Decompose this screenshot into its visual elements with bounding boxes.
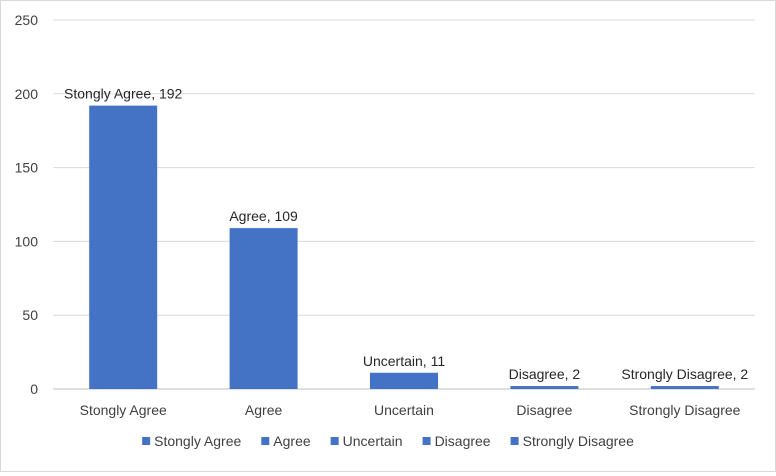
legend-label: Disagree bbox=[435, 433, 491, 449]
gridlines bbox=[53, 19, 755, 390]
legend-item: Disagree bbox=[422, 433, 491, 449]
x-tick-label: Disagree bbox=[516, 402, 572, 418]
legend-label: Strongly Disagree bbox=[523, 433, 634, 449]
data-label: Stongly Agree, 192 bbox=[64, 86, 183, 102]
data-label: Agree, 109 bbox=[229, 208, 298, 224]
y-tick-label: 150 bbox=[15, 160, 39, 176]
legend-swatch bbox=[261, 437, 270, 445]
y-tick-label: 100 bbox=[15, 233, 39, 249]
bars bbox=[89, 105, 719, 389]
x-tick-label: Stongly Agree bbox=[80, 402, 167, 418]
x-tick-label: Uncertain bbox=[374, 402, 434, 418]
legend-item: Strongly Disagree bbox=[510, 433, 634, 449]
legend-label: Uncertain bbox=[343, 433, 403, 449]
x-tick-label: Strongly Disagree bbox=[629, 402, 740, 418]
bar bbox=[89, 105, 158, 389]
legend-item: Uncertain bbox=[330, 433, 403, 449]
bar bbox=[650, 386, 719, 389]
y-tick-label: 200 bbox=[15, 86, 39, 102]
y-axis-ticks: 0 50 100 150 200 250 bbox=[15, 12, 39, 397]
bar bbox=[229, 228, 298, 389]
y-tick-label: 50 bbox=[22, 307, 38, 323]
legend-swatch bbox=[510, 437, 519, 445]
legend-item: Agree bbox=[261, 433, 311, 449]
legend-swatch bbox=[330, 437, 339, 445]
legend: Stongly Agree Agree Uncertain Disagree Stron… bbox=[142, 433, 634, 449]
data-label: Disagree, 2 bbox=[509, 366, 581, 382]
legend-swatch bbox=[422, 437, 431, 445]
data-labels: Stongly Agree, 192 Agree, 109 Uncertain, 1… bbox=[64, 86, 748, 382]
x-tick-label: Agree bbox=[245, 402, 283, 418]
legend-item: Stongly Agree bbox=[142, 433, 242, 449]
legend-swatch bbox=[142, 437, 151, 445]
y-tick-label: 250 bbox=[15, 12, 39, 28]
bar bbox=[510, 386, 579, 389]
bar bbox=[370, 372, 438, 389]
y-tick-label: 0 bbox=[30, 381, 38, 397]
data-label: Uncertain, 11 bbox=[363, 353, 445, 369]
data-label: Strongly Disagree, 2 bbox=[621, 366, 748, 382]
legend-label: Stongly Agree bbox=[154, 433, 241, 449]
legend-label: Agree bbox=[273, 433, 311, 449]
x-axis-ticks: Stongly Agree Agree Uncertain Disagree Stron… bbox=[80, 402, 741, 418]
